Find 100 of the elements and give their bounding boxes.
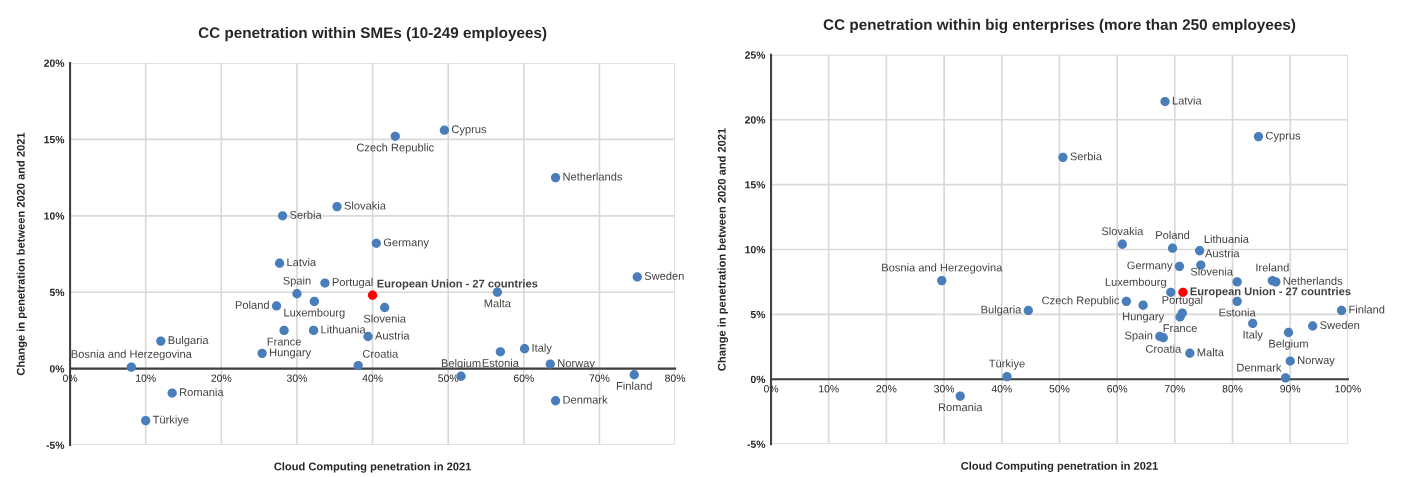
annotation: Estonia <box>482 358 519 367</box>
annotation: Türkiye <box>989 359 1025 370</box>
annotation: Spain <box>283 276 311 287</box>
chart-title: CC penetration within big enterprises (more than 250 employees) <box>823 18 1296 34</box>
point <box>1336 305 1347 316</box>
y-axis-title: Change in penetration between 2020 and 2021 <box>717 128 728 371</box>
annotation: Italy <box>532 343 552 354</box>
point <box>1174 261 1185 271</box>
annotation: Latvia <box>287 257 317 267</box>
annotation: Lithuania <box>321 325 366 334</box>
x-tick-label: 10% <box>819 385 839 393</box>
annotation: Estonia <box>1219 308 1256 317</box>
x-tick-label: 70% <box>1164 385 1185 393</box>
x-tick-label: 20% <box>876 385 897 393</box>
point <box>495 347 506 357</box>
point <box>519 344 530 354</box>
point <box>277 211 288 221</box>
y-tick-label: 20% <box>44 59 65 67</box>
annotation: Türkiye <box>152 415 189 426</box>
y-tick-label: 15% <box>44 135 65 144</box>
annotation: Spain <box>1124 331 1153 342</box>
annotation: Lithuania <box>1204 234 1249 244</box>
point <box>1167 243 1178 253</box>
annotation: Czech Republic <box>1042 296 1120 307</box>
y-tick-label: 10% <box>745 245 766 254</box>
annotation: Cyprus <box>1266 131 1301 142</box>
annotation: Malta <box>484 299 511 308</box>
point <box>1253 131 1264 142</box>
annotation: Germany <box>1127 261 1173 272</box>
x-tick-label: 50% <box>1049 385 1070 393</box>
annotation: Luxembourg <box>1105 277 1166 289</box>
point <box>371 238 382 248</box>
point <box>1058 152 1068 163</box>
annotation: Bosnia and Herzegovina <box>882 263 1003 274</box>
annotation: Serbia <box>1070 152 1102 161</box>
point <box>1285 356 1295 366</box>
x-tick-label: 70% <box>589 374 610 382</box>
annotation: Italy <box>1243 330 1263 341</box>
point <box>279 325 289 336</box>
point <box>126 362 136 372</box>
point <box>257 348 267 358</box>
point <box>1248 318 1258 329</box>
point <box>309 296 319 307</box>
point <box>141 415 151 426</box>
point <box>308 325 319 336</box>
annotation: Austria <box>1204 249 1240 258</box>
annotation: Bulgaria <box>981 305 1022 316</box>
annotation: Luxembourg <box>284 308 345 319</box>
y-tick-label: 25% <box>744 51 766 59</box>
annotation: Portugal <box>332 277 373 289</box>
annotation: Norway <box>1298 356 1335 367</box>
annotation: Croatia <box>1145 344 1182 353</box>
point <box>550 396 561 406</box>
annotation: Serbia <box>290 210 322 219</box>
annotation: Denmark <box>563 395 608 404</box>
point <box>380 302 390 313</box>
point <box>937 275 947 286</box>
annotation: Norway <box>558 359 595 370</box>
point <box>1185 348 1195 358</box>
annotation: Bosnia and Herzegovina <box>71 349 192 361</box>
point <box>167 388 177 398</box>
point <box>367 290 378 300</box>
annotation: Cyprus <box>451 125 487 136</box>
annotation: Germany <box>383 238 429 249</box>
annotation: Bulgaria <box>168 335 209 347</box>
annotation: Austria <box>375 331 410 340</box>
x-tick-label: 60% <box>1107 385 1128 393</box>
annotation: Netherlands <box>1283 276 1343 285</box>
point <box>1160 96 1170 107</box>
x-axis-title: Cloud Computing penetration in 2021 <box>274 462 472 473</box>
point <box>1023 305 1033 316</box>
annotation: Belgium <box>441 358 481 370</box>
annotation: Slovenia <box>363 314 406 323</box>
point <box>156 336 166 346</box>
y-tick-label: 5% <box>750 310 766 319</box>
annotation: Sweden <box>644 271 684 280</box>
y-tick-label: 15% <box>745 181 766 189</box>
annotation: Finland <box>1349 305 1385 314</box>
annotation: Finland <box>616 381 652 390</box>
y-tick-label: 20% <box>744 116 766 124</box>
point <box>1175 312 1185 322</box>
x-axis-title: Cloud Computing penetration in 2021 <box>961 461 1158 473</box>
point <box>292 289 302 299</box>
annotation: Denmark <box>1237 363 1282 372</box>
annotation: Croatia <box>362 349 399 358</box>
annotation: Sweden <box>1320 320 1360 329</box>
point <box>492 287 503 297</box>
point <box>390 131 400 141</box>
point <box>332 201 342 212</box>
x-tick-label: 100% <box>1335 385 1361 393</box>
y-tick-label: -5% <box>46 441 65 449</box>
annotation: Slovakia <box>344 201 386 210</box>
point <box>1271 277 1281 287</box>
annotation: European Union - 27 countries <box>377 279 538 290</box>
point <box>274 258 285 268</box>
point <box>629 370 639 380</box>
x-tick-label: 10% <box>136 374 156 382</box>
point <box>353 360 363 371</box>
point <box>271 301 282 311</box>
y-tick-label: 5% <box>49 288 65 297</box>
